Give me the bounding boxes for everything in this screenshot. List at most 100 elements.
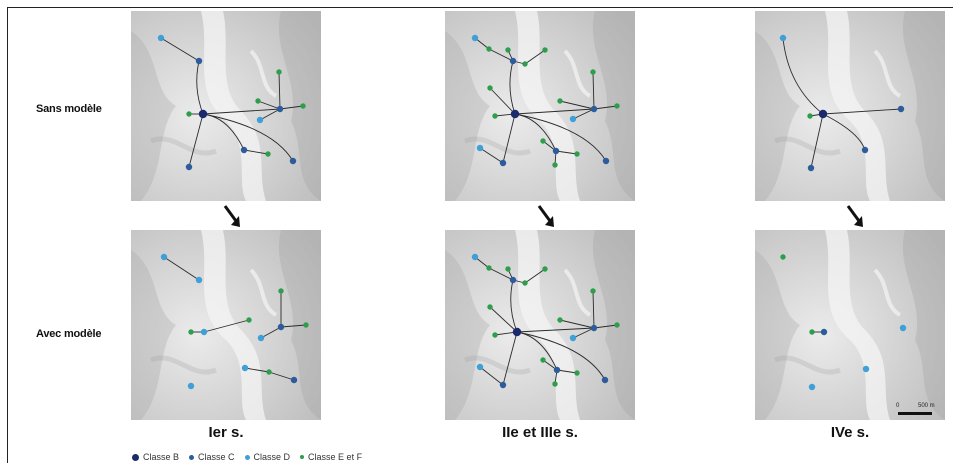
site-node-classe-e: [487, 304, 493, 310]
site-node-classe-d: [471, 34, 479, 42]
network-link: [514, 108, 595, 115]
site-node-classe-d: [241, 364, 249, 372]
site-node-classe-c: [276, 105, 284, 113]
site-node-classe-e: [614, 103, 620, 109]
site-node-classe-e: [542, 47, 548, 53]
site-node-classe-e: [255, 98, 261, 104]
site-node-classe-d: [200, 328, 208, 336]
network-link: [559, 319, 595, 329]
site-node-classe-c: [820, 328, 828, 336]
network-link: [514, 113, 607, 162]
legend-label: Classe C: [198, 452, 235, 462]
network-link: [279, 105, 304, 110]
network-link: [516, 327, 595, 333]
network-link: [278, 71, 281, 110]
site-node-classe-e: [303, 322, 309, 328]
site-node-classe-d: [476, 144, 484, 152]
map-panel-iie-iiie-sans-modele: [445, 11, 635, 201]
network-link: [524, 49, 546, 65]
network-link: [524, 268, 546, 284]
site-node-classe-d: [569, 115, 577, 123]
site-node-classe-e: [574, 151, 580, 157]
map-iie-iiie-avec-modele: [445, 230, 635, 420]
network-link: [202, 108, 281, 115]
legend-item-classe-c: Classe C: [189, 452, 235, 462]
site-node-classe-d: [195, 276, 203, 284]
scale-distance: 500 m: [918, 403, 935, 409]
network-link: [479, 147, 504, 164]
network-link: [592, 71, 595, 110]
legend-item-classe-e-f: Classe E et F: [300, 452, 362, 462]
map-panel-iie-iiie-avec-modele: [445, 230, 635, 420]
site-node-classe-d: [471, 253, 479, 261]
figure-frame: [7, 7, 953, 463]
site-node-classe-d: [157, 34, 165, 42]
network-link: [593, 105, 618, 110]
site-node-classe-e: [540, 357, 546, 363]
site-node-classe-c: [195, 57, 203, 65]
site-node-classe-d: [569, 334, 577, 342]
site-node-classe-c: [509, 57, 517, 65]
legend-dot-icon: [132, 453, 139, 461]
site-node-classe-c: [289, 157, 297, 165]
network-link: [203, 319, 250, 333]
site-node-classe-e: [557, 317, 563, 323]
network-link: [502, 331, 518, 386]
site-node-classe-c: [601, 376, 609, 384]
network-link: [510, 279, 518, 333]
network-link: [782, 37, 824, 115]
network-link: [593, 324, 618, 329]
network-link: [555, 150, 578, 155]
site-node-classe-e: [278, 288, 284, 294]
network-link: [188, 113, 204, 168]
network-link: [810, 113, 824, 169]
site-node-classe-b: [512, 327, 522, 337]
network-link: [516, 331, 606, 381]
site-node-classe-c: [277, 323, 285, 331]
site-node-classe-e: [186, 111, 192, 117]
site-node-classe-e: [522, 280, 528, 286]
site-node-classe-e: [552, 162, 558, 168]
network-link: [488, 48, 514, 62]
site-node-classe-d: [160, 253, 168, 261]
site-node-classe-e: [492, 332, 498, 338]
site-node-classe-e: [780, 254, 786, 260]
network-link: [257, 100, 281, 110]
site-node-classe-c: [499, 381, 507, 389]
site-node-classe-c: [509, 276, 517, 284]
site-node-classe-e: [807, 113, 813, 119]
legend-dot-icon: [189, 454, 195, 460]
site-node-classe-e: [809, 329, 815, 335]
scale-zero: 0: [896, 403, 900, 409]
site-node-classe-e: [276, 69, 282, 75]
legend-dot-icon: [300, 455, 305, 459]
network-link: [822, 113, 866, 151]
network-link: [196, 60, 204, 115]
site-node-classe-e: [614, 322, 620, 328]
map-ier-sans-modele: [131, 11, 321, 201]
network-link: [479, 366, 504, 386]
site-node-classe-c: [897, 105, 905, 113]
site-node-classe-e: [540, 138, 546, 144]
legend-item-classe-d: Classe D: [244, 452, 290, 462]
site-node-classe-d: [862, 365, 870, 373]
network-link: [572, 327, 595, 339]
site-node-classe-b: [198, 109, 208, 119]
network-link: [260, 326, 282, 339]
network-link: [559, 100, 595, 110]
site-node-classe-d: [257, 334, 265, 342]
network-link: [259, 108, 281, 121]
network-link: [488, 267, 514, 281]
map-ive-sans-modele: [755, 11, 945, 201]
row-label-sans-modele: Sans modèle: [36, 103, 102, 115]
network-link: [592, 290, 595, 329]
network-link: [280, 324, 307, 328]
site-node-classe-e: [265, 151, 271, 157]
site-node-classe-c: [290, 376, 298, 384]
legend-label: Classe B: [143, 452, 180, 462]
map-ive-avec-modele: [755, 230, 945, 420]
site-node-classe-e: [492, 113, 498, 119]
site-node-classe-e: [522, 61, 528, 67]
network-link: [160, 37, 200, 62]
period-label-iie-iiie: IIe et IIIe s.: [502, 424, 578, 441]
